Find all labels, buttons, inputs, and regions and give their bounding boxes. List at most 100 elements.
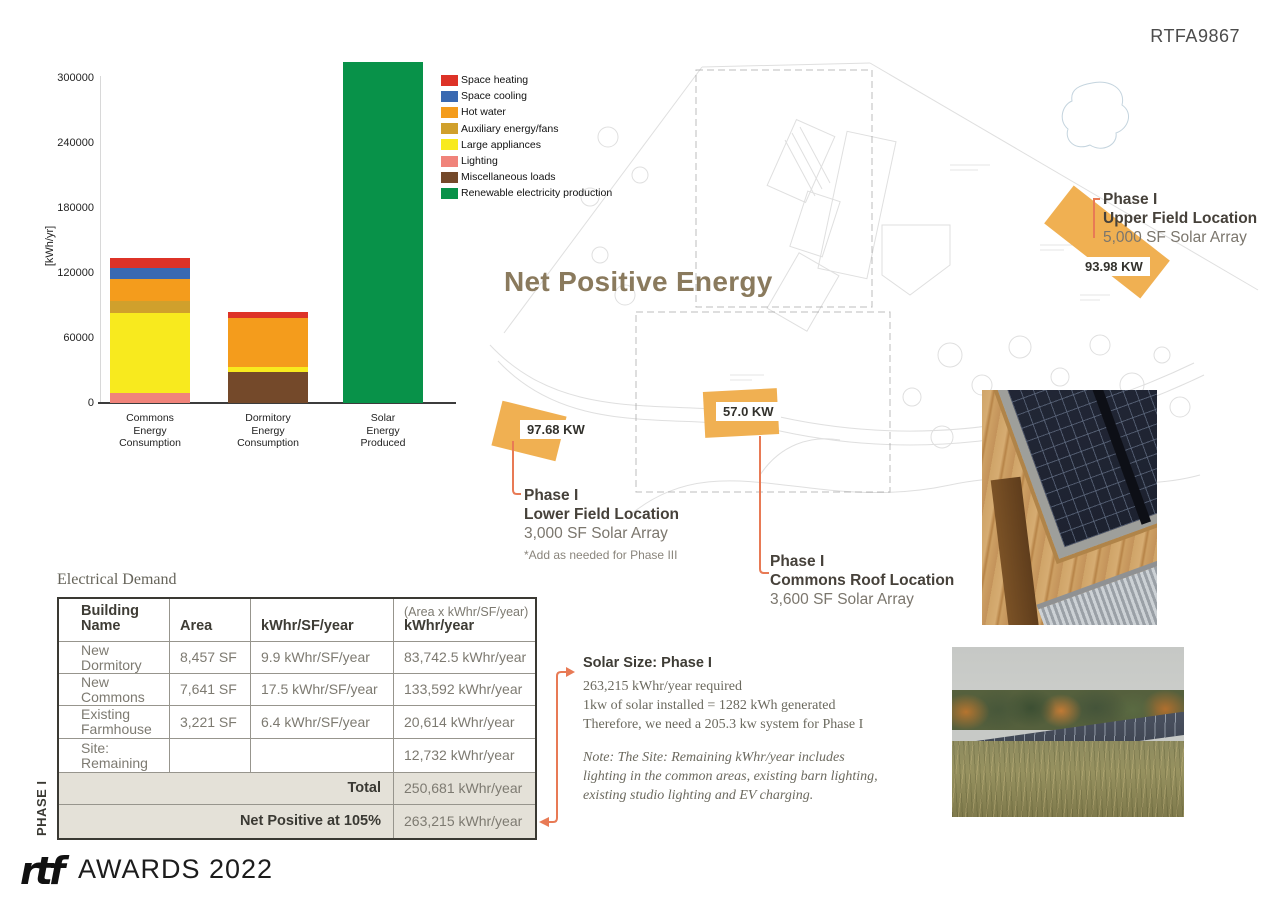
legend-label: Lighting — [461, 155, 498, 168]
bar-category-label: Dormitory Energy Consumption — [237, 412, 299, 449]
upper-field-annotation: Phase I Upper Field Location 5,000 SF So… — [1103, 190, 1257, 247]
photo-trees — [952, 689, 1184, 731]
legend-label: Large appliances — [461, 138, 541, 151]
y-tick-label: 300000 — [57, 72, 94, 84]
table-row-cell: New Commons — [59, 674, 170, 706]
upper-field-kw-label: 93.98 KW — [1078, 257, 1150, 276]
annotation-phase: Phase I — [1103, 191, 1158, 208]
legend-item: Auxiliary energy/fans — [441, 121, 612, 137]
net-positive-label: Net Positive at 105% — [59, 805, 394, 838]
commons-roof-kw-label: 57.0 KW — [716, 402, 781, 421]
annotation-name: Upper Field Location — [1103, 210, 1258, 227]
solar-size-note-line: existing studio lighting and EV charging… — [583, 788, 814, 803]
table-row-cell: 3,221 SF — [170, 706, 251, 739]
solar-size-connector — [545, 671, 567, 823]
annotation-note: *Add as needed for Phase III — [524, 548, 678, 562]
legend-swatch — [441, 187, 458, 199]
lower-field-annotation: Phase I Lower Field Location 3,000 SF So… — [524, 486, 679, 565]
total-label: Total — [59, 773, 394, 805]
legend-swatch — [441, 139, 458, 151]
electrical-demand-table: Building Name Area kWhr/SF/year (Area x … — [57, 597, 537, 840]
bar-segment-hot-water — [110, 278, 190, 301]
col-header-area: Area — [170, 599, 251, 642]
y-axis-line — [100, 76, 101, 403]
y-tick-label: 240000 — [57, 137, 94, 149]
solar-size-line: Therefore, we need a 205.3 kw system for… — [583, 717, 864, 732]
annotation-phase: Phase I — [524, 487, 579, 504]
legend-swatch — [441, 171, 458, 183]
solar-size-note-line: lighting in the common areas, existing b… — [583, 769, 878, 784]
legend-swatch — [441, 74, 458, 86]
legend-label: Renewable electricity production — [461, 187, 613, 200]
legend-item: Space heating — [441, 72, 612, 88]
legend-label: Hot water — [461, 106, 506, 119]
legend-swatch — [441, 155, 458, 167]
table-row-cell: 7,641 SF — [170, 674, 251, 706]
photo-field-solar-array — [952, 647, 1184, 817]
bar-segment-space-heating — [110, 258, 190, 269]
table-row-cell: 20,614 kWhr/year — [394, 706, 535, 739]
solar-size-block: Solar Size: Phase I 263,215 kWhr/year re… — [583, 655, 883, 805]
plan-wetland — [1061, 81, 1130, 149]
table-row-cell: 133,592 kWhr/year — [394, 674, 535, 706]
legend-label: Space heating — [461, 74, 529, 87]
table-row-cell — [251, 739, 394, 773]
y-axis-label: [kWh/yr] — [44, 225, 57, 267]
legend-item: Hot water — [441, 104, 612, 120]
x-axis-line — [98, 402, 456, 404]
plan-path — [759, 438, 841, 476]
annotation-detail: 3,000 SF Solar Array — [524, 525, 668, 542]
panel-louver — [1036, 543, 1157, 625]
table-row-cell — [170, 739, 251, 773]
bar-segment-space-cooling — [110, 268, 190, 279]
legend-item: Space cooling — [441, 88, 612, 104]
legend-swatch — [441, 106, 458, 118]
table-row-cell: 17.5 kWhr/SF/year — [251, 674, 394, 706]
y-tick-label: 60000 — [63, 332, 94, 344]
energy-bar-chart: [kWh/yr] Space heating Space cooling Hot w… — [0, 0, 612, 470]
solar-size-line: 1kw of solar installed = 1282 kWh genera… — [583, 698, 836, 713]
table-row-cell: Existing Farmhouse — [59, 706, 170, 739]
photo-skylight-solar-panel — [982, 390, 1157, 625]
annotation-phase: Phase I — [770, 553, 825, 570]
table-row-cell: Site: Remaining — [59, 739, 170, 773]
table-title: Electrical Demand — [57, 571, 177, 588]
bar-segment-lighting — [110, 392, 190, 403]
page-title: Net Positive Energy — [504, 266, 773, 297]
y-tick-label: 0 — [87, 397, 94, 409]
table-row-cell: 83,742.5 kWhr/year — [394, 642, 535, 674]
annotation-name: Commons Roof Location — [770, 572, 955, 589]
bar-category-label: Commons Energy Consumption — [119, 412, 181, 449]
bar-segment-auxiliary-energy-fans — [110, 300, 190, 314]
bar-segment-miscellaneous-loads — [228, 371, 308, 403]
legend-label: Space cooling — [461, 90, 527, 103]
col-header-annual-formula: (Area x kWhr/SF/year) — [404, 605, 529, 619]
legend-swatch — [441, 123, 458, 135]
bar-segment-hot-water — [228, 318, 308, 368]
table-row-cell: 9.9 kWhr/SF/year — [251, 642, 394, 674]
table-row-cell: 8,457 SF — [170, 642, 251, 674]
solar-size-note-line: Note: The Site: Remaining kWhr/year incl… — [583, 750, 845, 765]
solar-size-line: 263,215 kWhr/year required — [583, 679, 742, 694]
awards-text: AWARDS 2022 — [78, 853, 274, 884]
commons-roof-annotation: Phase I Commons Roof Location 3,600 SF S… — [770, 552, 954, 609]
site-plan-drawing — [489, 62, 1259, 516]
plan-label-marks — [730, 164, 1110, 381]
y-tick-label: 180000 — [57, 202, 94, 214]
plan-boundary-line — [503, 66, 703, 334]
table-row-cell: 6.4 kWhr/SF/year — [251, 706, 394, 739]
phase-label: PHASE I — [34, 780, 49, 836]
footer: rtf AWARDS 2022 — [20, 846, 273, 892]
legend-label: Miscellaneous loads — [461, 171, 556, 184]
y-tick-label: 120000 — [57, 267, 94, 279]
lower-field-kw-label: 97.68 KW — [520, 420, 592, 439]
annotation-detail: 5,000 SF Solar Array — [1103, 229, 1247, 246]
legend-swatch — [441, 90, 458, 102]
legend-item: Large appliances — [441, 137, 612, 153]
plan-boundary-line — [701, 62, 871, 68]
photo-grass — [952, 740, 1184, 817]
annotation-name: Lower Field Location — [524, 506, 680, 523]
page-code: RTFA9867 — [1150, 26, 1240, 46]
bar-segment-space-heating — [228, 312, 308, 319]
annotation-detail: 3,600 SF Solar Array — [770, 591, 914, 608]
